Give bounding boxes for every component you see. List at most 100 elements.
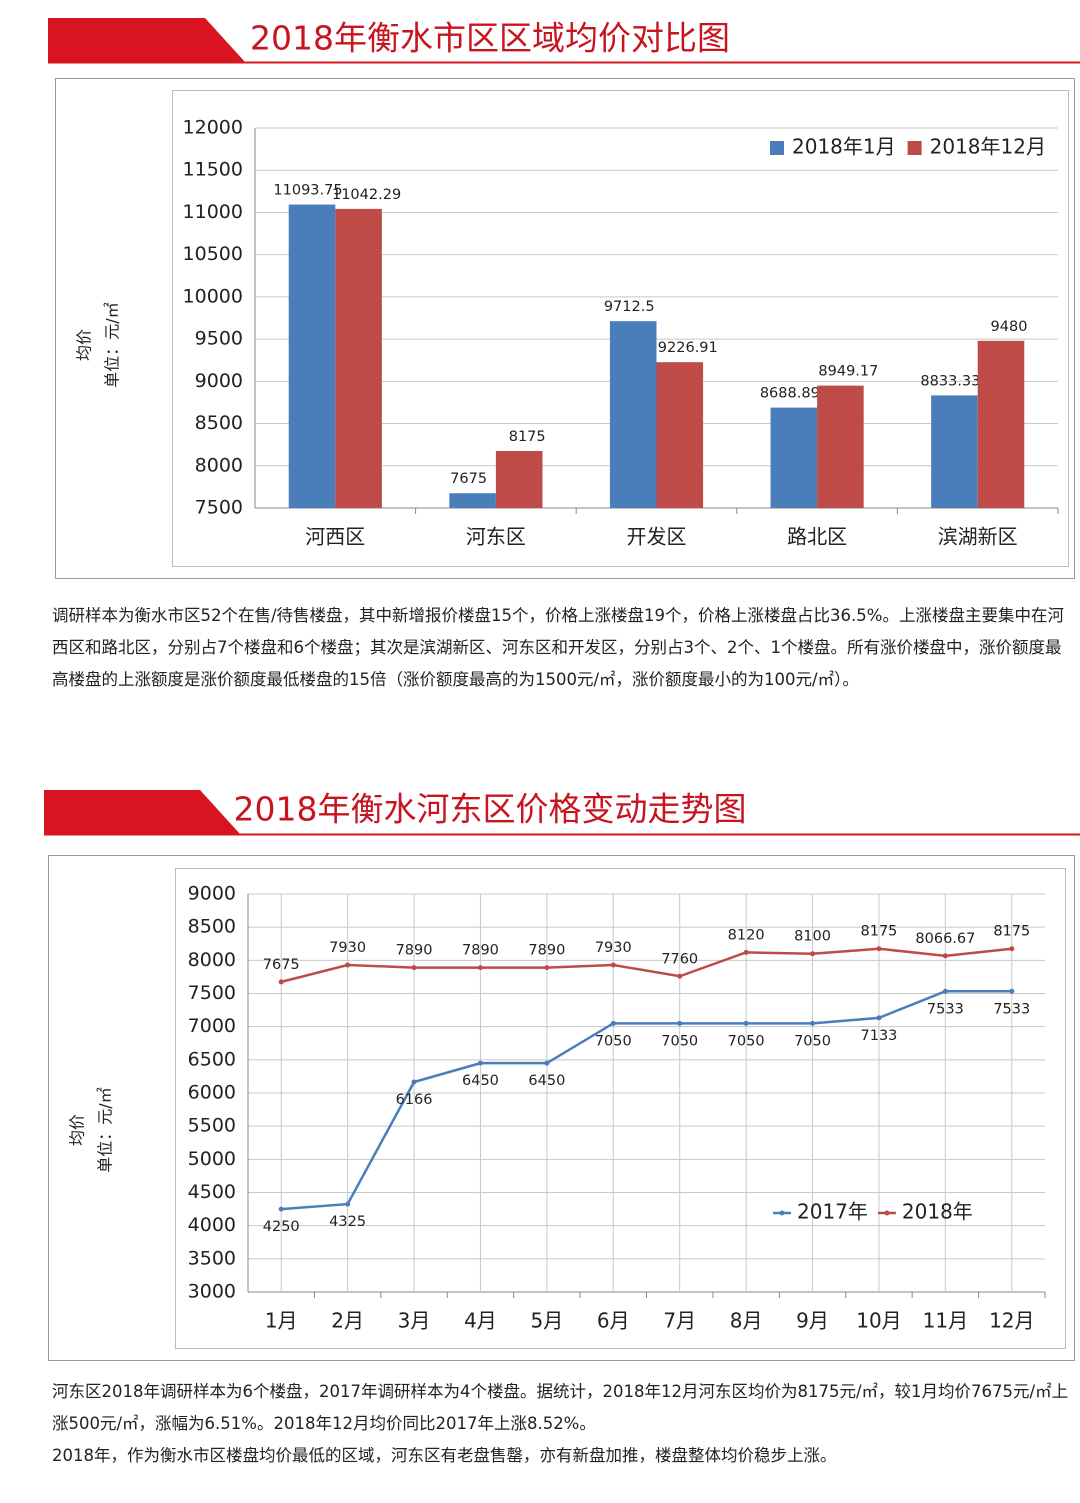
section-title: 2018年衡水市区区域均价对比图 [250,19,730,58]
plot-frame [175,868,1066,1349]
value-label: 6450 [528,1073,565,1089]
point [477,1060,483,1066]
x-tick-label: 4月 [464,1309,497,1333]
x-tick-label: 1月 [265,1309,298,1333]
legend-swatch [770,141,784,155]
point [411,965,417,971]
y-tick-label: 6000 [188,1082,236,1104]
value-label: 7533 [993,1001,1030,1017]
point [411,1079,417,1085]
value-label: 7890 [396,943,433,959]
value-label: 7760 [661,951,698,967]
y-tick-label: 3500 [188,1247,236,1269]
y-tick-label: 4500 [188,1181,236,1203]
header-band [44,790,240,834]
value-label: 7930 [595,940,632,956]
bar [335,208,382,508]
y-tick-label: 5000 [188,1148,236,1170]
x-tick-label: 河西区 [305,525,365,549]
value-label: 6166 [396,1092,433,1108]
y-tick-label: 7500 [188,982,236,1004]
y-tick-label: 10000 [183,285,243,307]
point [278,1206,284,1212]
value-label: 7675 [450,471,487,487]
y-tick-label: 11000 [183,201,243,223]
y-tick-label: 10500 [183,243,243,265]
y-axis-unit: 单位：元/㎡ [103,302,122,387]
header-band [48,18,245,62]
y-tick-label: 6500 [188,1048,236,1070]
text-block: 河东区2018年调研样本为6个楼盘，2017年调研样本为4个楼盘。据统计，201… [52,1376,1070,1472]
x-tick-label: 6月 [597,1309,630,1333]
point [477,965,483,971]
bar [931,395,978,508]
y-axis-title: 均价 [68,1114,87,1146]
point [610,1020,616,1026]
point [876,1015,882,1021]
value-label: 8175 [993,924,1030,940]
legend-swatch [907,141,922,155]
value-label: 8066.67 [915,931,975,947]
value-label: 4250 [263,1219,300,1235]
x-tick-label: 2月 [331,1309,364,1333]
value-label: 11042.29 [332,187,401,203]
series-line [280,947,1012,984]
value-label: 7050 [728,1033,765,1049]
x-tick-label: 3月 [398,1309,431,1333]
point [544,965,550,971]
x-tick-label: 11月 [923,1309,968,1333]
point [1009,946,1015,952]
legend-label: 2018年1月 [792,135,896,159]
bar [770,407,818,508]
y-tick-label: 7500 [195,497,243,519]
x-tick-label: 路北区 [787,525,847,549]
value-label: 8175 [509,429,546,445]
value-label: 9226.91 [658,340,718,356]
x-tick-label: 7月 [663,1309,696,1333]
point [677,1020,683,1026]
point [743,1020,749,1026]
value-label: 8833.33 [920,373,980,389]
y-tick-label: 5500 [188,1115,236,1137]
point [544,1060,550,1066]
legend-label: 2017年 [797,1200,868,1224]
bar [449,493,496,508]
y-tick-label: 8500 [195,412,243,434]
bar [288,204,336,508]
y-tick-label: 4000 [188,1214,236,1236]
point [743,949,749,955]
y-axis-unit: 单位：元/㎡ [96,1087,115,1172]
point [942,953,948,959]
y-tick-label: 9000 [195,370,243,392]
point [810,951,816,957]
value-label: 6450 [462,1073,499,1089]
value-label: 9480 [991,319,1028,335]
value-label: 8175 [861,924,898,940]
x-tick-label: 12月 [989,1309,1034,1333]
value-label: 8100 [794,929,831,945]
value-label: 11093.75 [273,183,342,199]
x-tick-label: 5月 [531,1309,564,1333]
x-tick-label: 8月 [730,1309,763,1333]
point [942,988,948,994]
value-label: 4325 [329,1214,366,1230]
section-title: 2018年衡水河东区价格变动走势图 [234,790,747,829]
point [345,962,351,968]
value-label: 7050 [595,1033,632,1049]
y-tick-label: 9500 [195,328,243,350]
point [810,1020,816,1026]
x-tick-label: 10月 [856,1309,901,1333]
paragraph: 调研样本为衡水市区52个在售/待售楼盘，其中新增报价楼盘15个，价格上涨楼盘19… [52,606,1064,689]
value-label: 7675 [263,957,300,973]
value-label: 7133 [861,1028,898,1044]
bar [817,385,864,508]
point [677,973,683,979]
value-label: 7050 [661,1033,698,1049]
y-tick-label: 12000 [183,117,243,139]
value-label: 8120 [728,927,765,943]
y-tick-label: 8500 [188,916,236,938]
value-label: 7890 [528,943,565,959]
y-axis-title: 均价 [75,329,94,361]
